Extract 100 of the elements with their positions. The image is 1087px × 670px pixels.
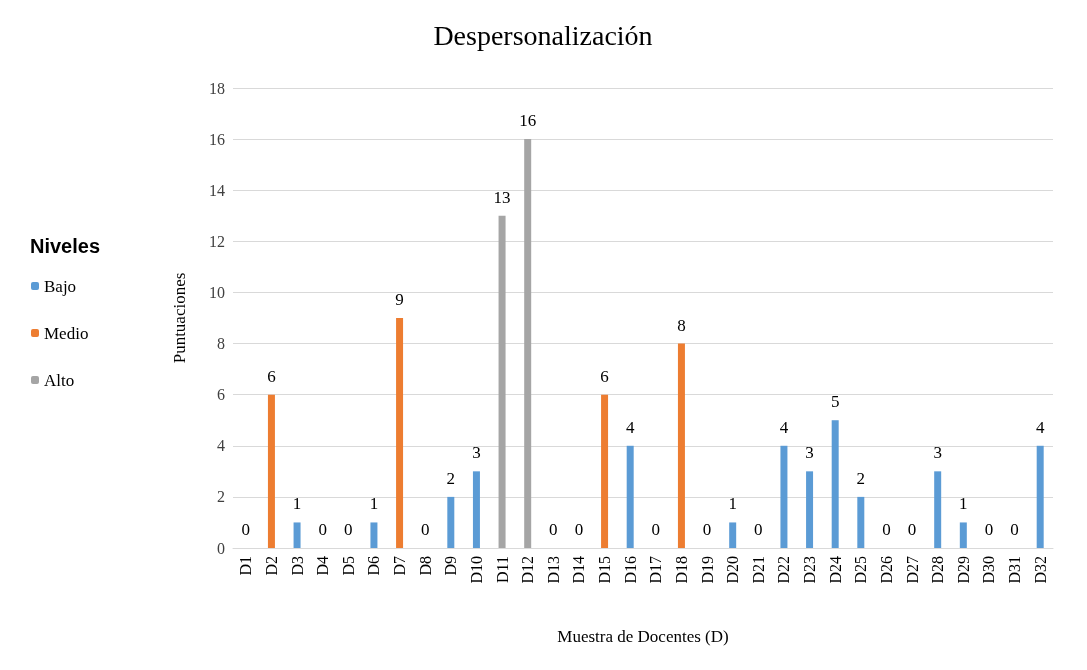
- x-tick-label: D28: [929, 556, 947, 584]
- x-tick-label: D27: [903, 556, 921, 584]
- data-label: 0: [241, 520, 251, 539]
- x-tick-label: D7: [391, 556, 409, 576]
- y-tick-label: 16: [209, 130, 225, 148]
- data-label: 2: [856, 468, 866, 488]
- x-tick-label: D21: [749, 556, 767, 584]
- bar: [370, 522, 378, 548]
- y-tick-label: 0: [217, 539, 225, 557]
- bar: [934, 471, 942, 548]
- bar: [601, 394, 609, 548]
- data-label: 3: [933, 443, 942, 463]
- bar: [729, 522, 737, 548]
- data-label: 2: [446, 468, 456, 488]
- data-label: 8: [677, 315, 686, 335]
- x-tick-label: D20: [724, 556, 742, 584]
- bar: [524, 139, 532, 548]
- x-tick-label: D24: [826, 556, 844, 584]
- data-label: 16: [519, 111, 537, 131]
- x-tick-label: D9: [442, 556, 460, 576]
- bar: [959, 522, 967, 548]
- data-label: 0: [318, 520, 327, 539]
- x-tick-label: D32: [1031, 556, 1049, 584]
- legend-label: Medio: [44, 323, 89, 343]
- y-tick-label: 8: [217, 335, 225, 353]
- data-label: 4: [1035, 417, 1045, 437]
- x-axis-title: Muestra de Docentes (D): [557, 627, 729, 646]
- x-tick-label: D19: [698, 556, 716, 584]
- x-tick-label: D12: [519, 556, 537, 584]
- x-tick-label: D6: [365, 556, 383, 576]
- x-tick-label: D30: [980, 556, 998, 584]
- y-tick-label: 12: [209, 232, 225, 250]
- legend-title: Niveles: [30, 235, 101, 257]
- bar: [396, 318, 404, 548]
- data-label: 0: [651, 520, 661, 539]
- data-label: 6: [267, 366, 276, 386]
- data-label: 1: [292, 494, 302, 514]
- y-tick-label: 4: [217, 437, 225, 455]
- x-tick-label: D2: [262, 556, 280, 576]
- data-label: 3: [805, 443, 814, 463]
- x-tick-label: D4: [314, 556, 332, 576]
- data-label: 1: [728, 494, 737, 514]
- data-label: 0: [882, 520, 891, 539]
- y-tick-label: 2: [217, 488, 225, 506]
- bar: [780, 445, 788, 548]
- x-tick-label: D26: [877, 556, 895, 584]
- data-label: 0: [1010, 520, 1019, 539]
- x-tick-label: D1: [237, 556, 255, 576]
- data-label: 0: [344, 520, 353, 539]
- bar: [498, 215, 506, 548]
- x-tick-label: D23: [801, 556, 819, 584]
- x-tick-label: D10: [467, 556, 485, 584]
- legend-label: Bajo: [44, 276, 77, 296]
- data-label: 1: [369, 494, 379, 514]
- x-tick-label: D16: [621, 556, 639, 584]
- legend-label: Alto: [44, 370, 75, 390]
- bar: [806, 471, 814, 548]
- data-label: 0: [702, 520, 712, 539]
- data-label: 0: [420, 520, 430, 539]
- x-tick-label: D29: [954, 556, 972, 584]
- data-label: 5: [830, 392, 840, 412]
- y-tick-label: 18: [209, 79, 225, 97]
- data-label: 0: [574, 520, 584, 539]
- bar: [447, 496, 455, 548]
- data-label: 1: [959, 494, 968, 514]
- x-tick-label: D31: [1006, 556, 1024, 584]
- bar: [626, 445, 634, 548]
- data-label: 4: [779, 417, 789, 437]
- data-label: 0: [549, 520, 558, 539]
- x-tick-label: D17: [647, 556, 665, 584]
- x-tick-label: D3: [288, 556, 306, 576]
- x-tick-label: D18: [672, 556, 690, 584]
- x-tick-label: D25: [852, 556, 870, 584]
- data-label: 13: [493, 187, 511, 207]
- x-tick-label: D8: [416, 556, 434, 576]
- data-label: 6: [600, 366, 609, 386]
- bar: [677, 343, 685, 548]
- y-tick-label: 6: [217, 386, 225, 404]
- bar: [1036, 445, 1044, 548]
- x-tick-label: D11: [493, 556, 511, 583]
- data-label: 4: [625, 417, 635, 437]
- bar: [267, 394, 275, 548]
- bar: [831, 420, 839, 548]
- y-tick-label: 10: [209, 283, 225, 301]
- chart-title: Despersonalización: [433, 19, 653, 51]
- x-tick-label: D22: [775, 556, 793, 584]
- x-tick-label: D14: [570, 556, 588, 584]
- bar: [472, 471, 480, 548]
- bar: [857, 496, 865, 548]
- bar: [293, 522, 301, 548]
- data-label: 9: [395, 290, 404, 309]
- y-tick-label: 14: [209, 181, 225, 199]
- data-label: 0: [907, 520, 917, 539]
- x-tick-label: D13: [544, 556, 562, 584]
- y-axis-title: Puntuaciones: [170, 272, 189, 364]
- x-tick-label: D15: [596, 556, 614, 584]
- data-label: 3: [472, 443, 481, 463]
- data-label: 0: [754, 520, 763, 539]
- x-tick-label: D5: [339, 556, 357, 576]
- data-label: 0: [984, 520, 994, 539]
